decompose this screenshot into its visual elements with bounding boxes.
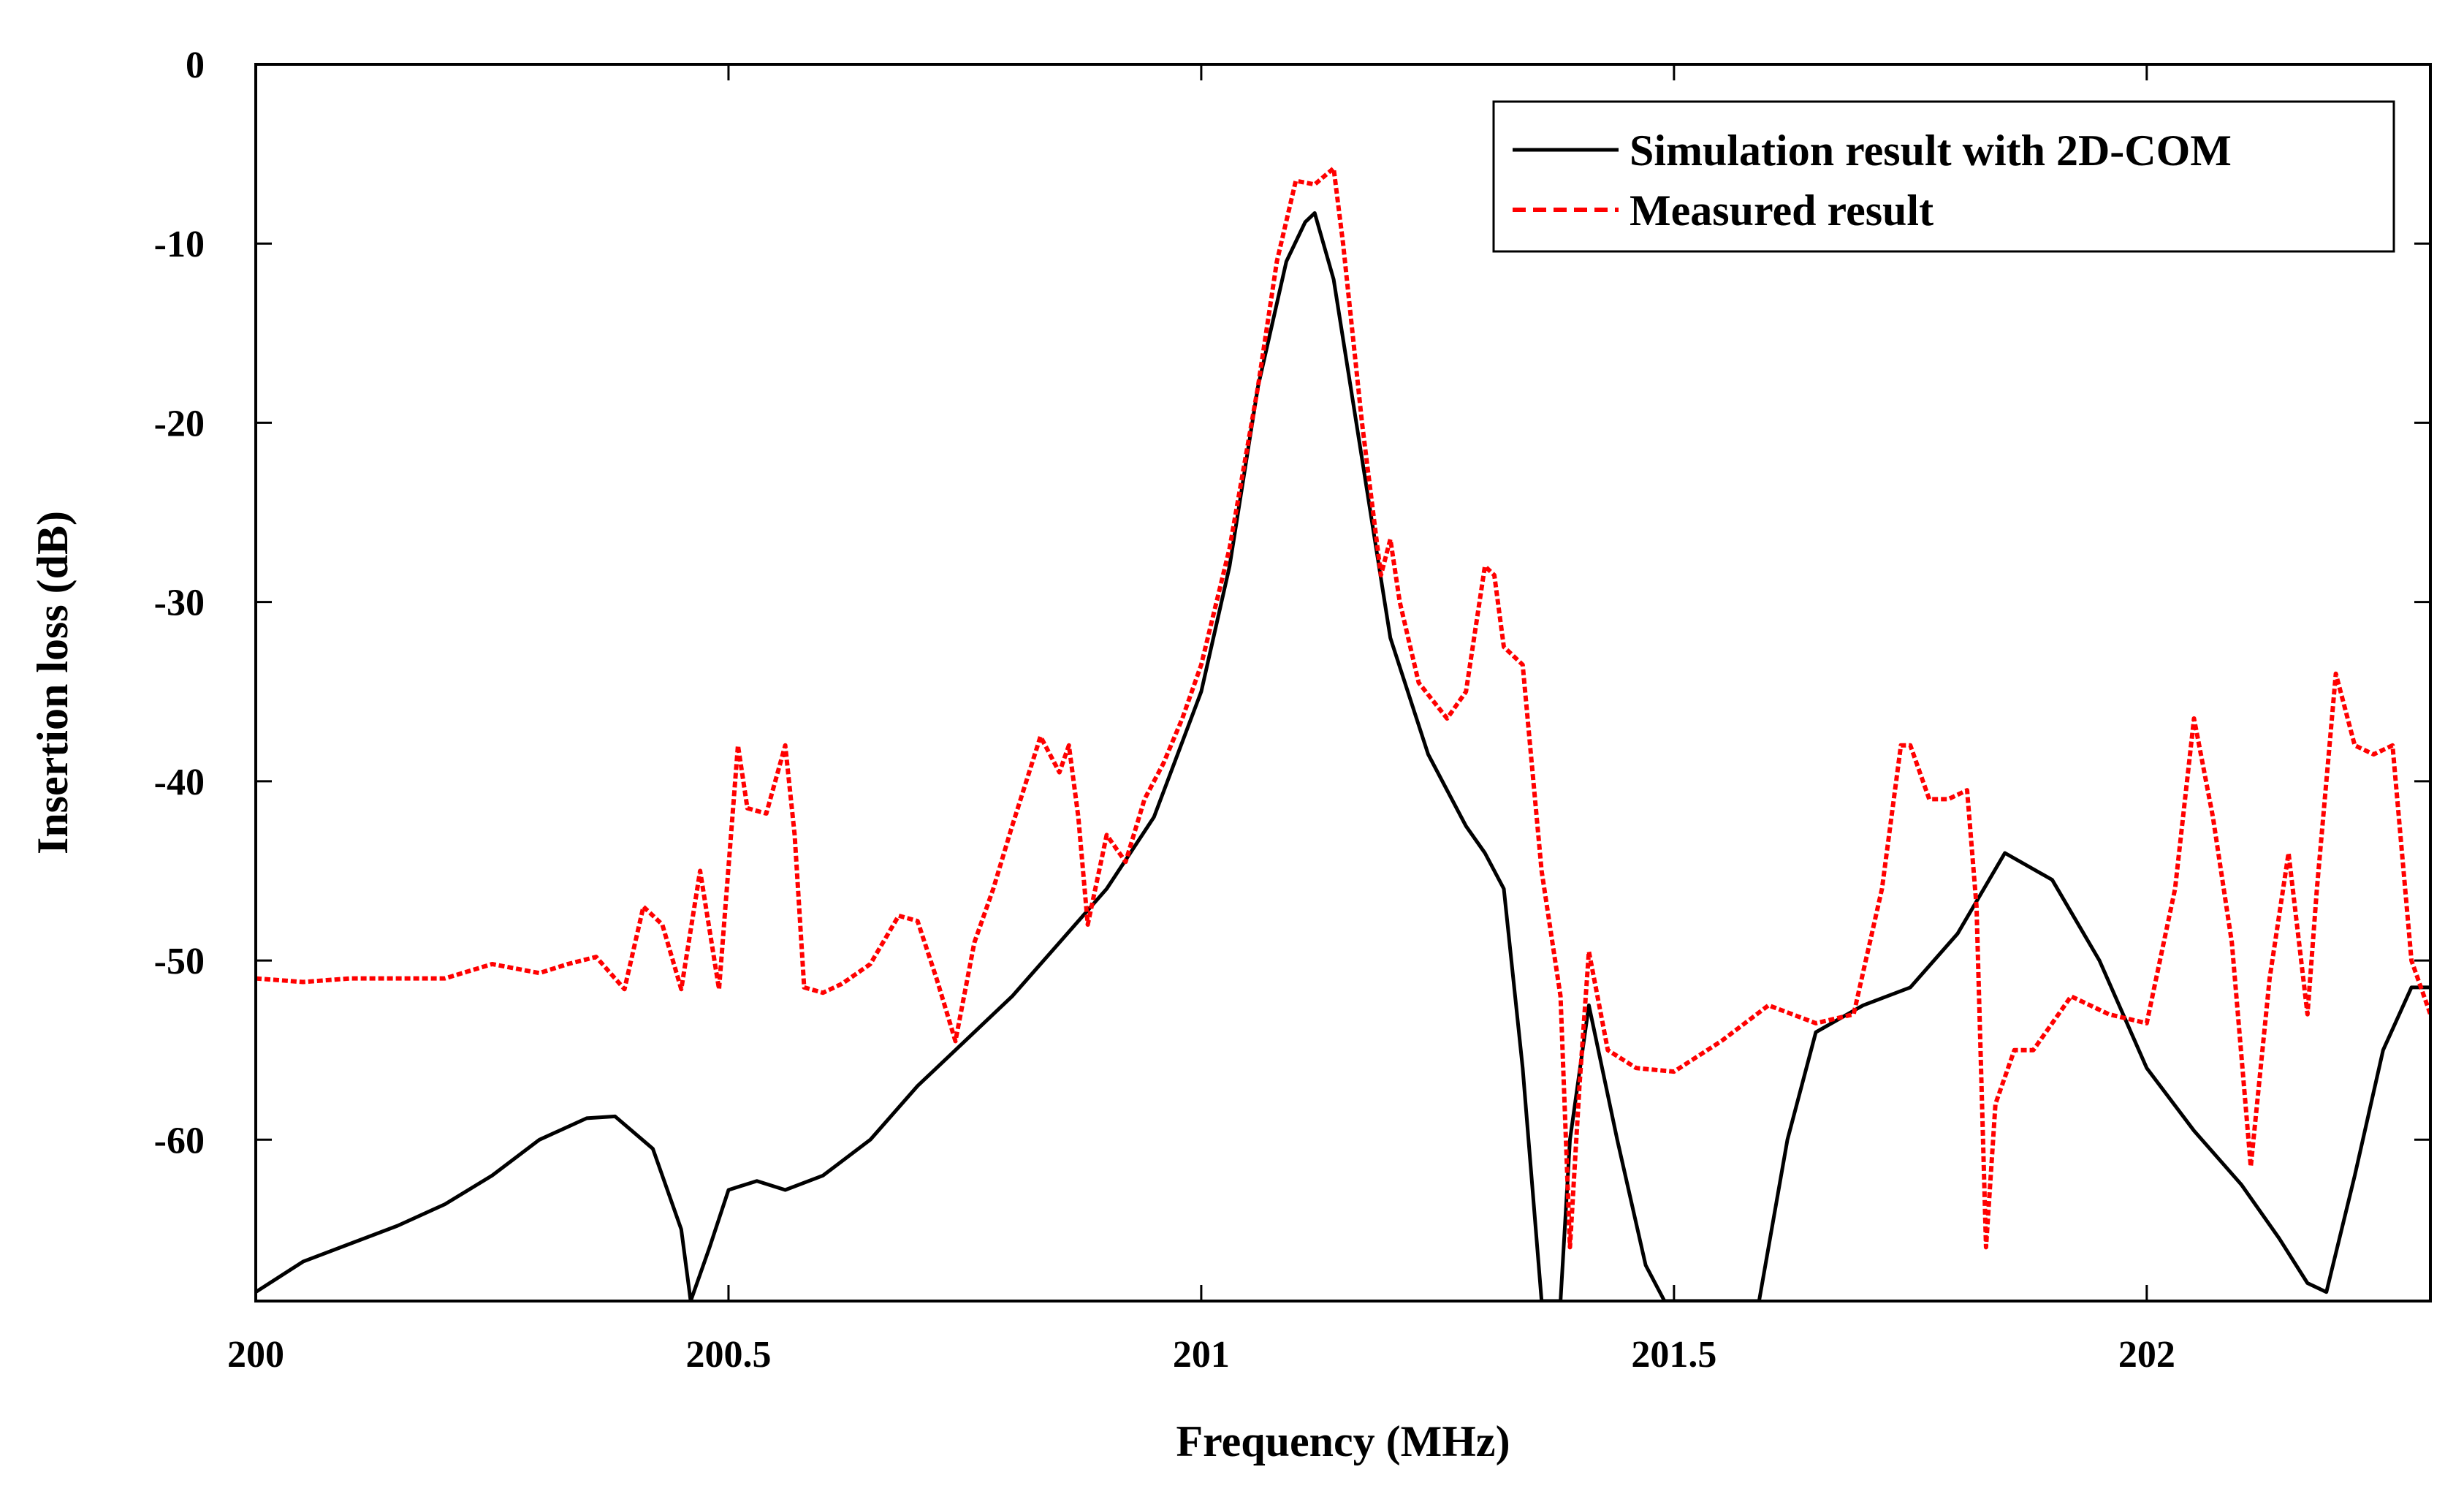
x-tick-label: 200 — [227, 1334, 284, 1376]
legend: Simulation result with 2D-COM Measured r… — [1492, 100, 2395, 253]
y-tick-label: -30 — [154, 583, 205, 624]
legend-box — [1492, 100, 2395, 253]
y-tick-label: -50 — [154, 941, 205, 982]
series-line-measured — [256, 166, 2430, 1250]
x-tick-label: 202 — [2118, 1334, 2175, 1376]
y-tick-label: -20 — [154, 403, 205, 444]
plot-frame — [254, 63, 2432, 1302]
y-tick-label: -60 — [154, 1120, 205, 1161]
x-tick-label: 201 — [1173, 1334, 1230, 1376]
x-tick-label: 201.5 — [1631, 1334, 1716, 1376]
y-tick-label: 0 — [186, 45, 205, 86]
y-tick-label: -10 — [154, 224, 205, 265]
legend-label-measured: Measured result — [1630, 186, 1933, 235]
series-line-simulation — [256, 211, 2430, 1301]
y-tick-label: -40 — [154, 762, 205, 803]
y-axis-title: Insertion loss (dB) — [28, 511, 77, 854]
x-tick-label: 200.5 — [685, 1334, 771, 1376]
legend-label-simulation: Simulation result with 2D-COM — [1630, 126, 2232, 175]
x-axis-title: Frequency (MHz) — [1176, 1417, 1510, 1465]
